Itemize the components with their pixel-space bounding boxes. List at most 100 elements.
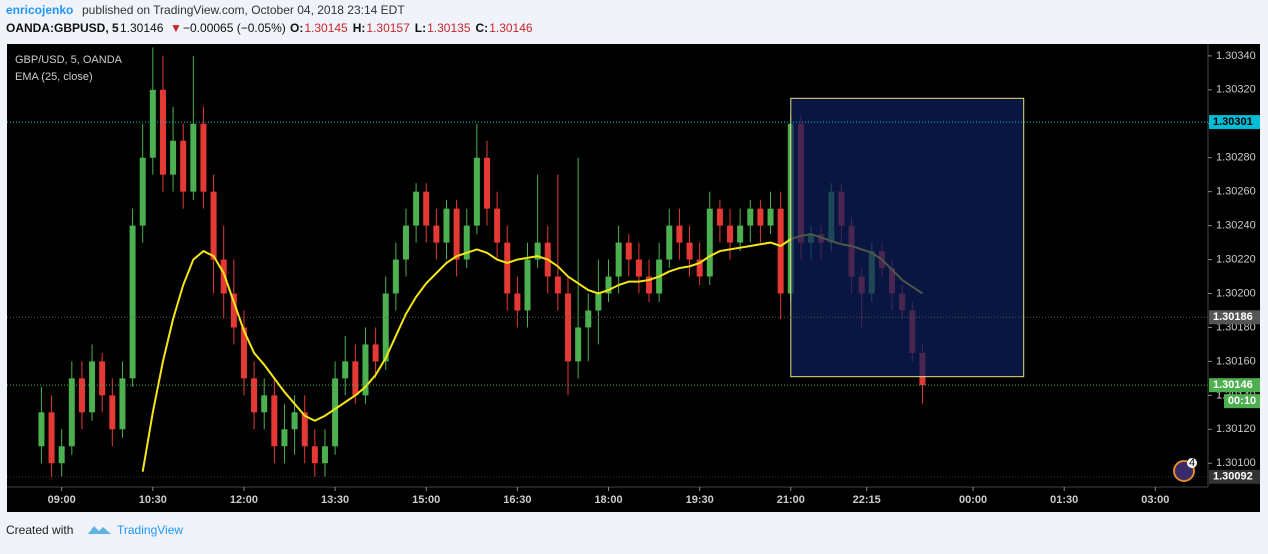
- candle-body: [281, 429, 288, 447]
- candle-body: [332, 378, 339, 447]
- x-tick-label: 12:00: [230, 494, 258, 506]
- price-label-bg: [1209, 115, 1260, 130]
- candle-body: [696, 259, 703, 277]
- ohlc: O: 1.30145 H: 1.30157 L: 1.30135 C: 1.30146: [290, 21, 533, 35]
- footer-created: Created with: [6, 523, 73, 537]
- candle-body: [210, 191, 217, 260]
- chart-background: [7, 44, 1260, 512]
- candle-body: [585, 310, 592, 328]
- price-label: 1.30186: [1213, 311, 1253, 323]
- candle-body: [514, 293, 521, 311]
- y-tick-label: 1.30160: [1216, 355, 1256, 367]
- candle-body: [392, 259, 399, 294]
- candle-body: [777, 208, 784, 294]
- candle-body: [240, 327, 247, 379]
- candle-body: [747, 208, 754, 226]
- x-tick-label: 22:15: [853, 494, 881, 506]
- candle-body: [443, 208, 450, 243]
- candle-body: [301, 412, 308, 447]
- x-tick-label: 13:30: [321, 494, 349, 506]
- candle-body: [504, 242, 511, 294]
- candle-body: [382, 293, 389, 362]
- y-tick-label: 1.30280: [1216, 152, 1256, 164]
- price-label-bg: [1209, 378, 1260, 393]
- candle-body: [271, 395, 278, 447]
- price-label: 1.30301: [1213, 116, 1253, 128]
- badge: [1187, 458, 1197, 468]
- candle-body: [676, 225, 683, 243]
- candle-body: [372, 344, 379, 362]
- ohlc-value: 1.30146: [489, 21, 533, 35]
- candle-body: [534, 242, 541, 260]
- y-tick-label: 1.30260: [1216, 186, 1256, 198]
- candle-body: [757, 208, 764, 226]
- candle-body: [727, 225, 734, 243]
- change-arrow: ▼: [170, 21, 182, 35]
- candle-body: [78, 378, 85, 413]
- y-tick-label: 1.30100: [1216, 457, 1256, 469]
- candle-body: [149, 89, 156, 158]
- candle-body: [706, 208, 713, 277]
- candle-body: [109, 395, 116, 430]
- x-tick-label: 10:30: [139, 494, 167, 506]
- candle-body: [575, 327, 582, 362]
- footer-brand[interactable]: TradingView: [117, 523, 183, 537]
- candle-body: [220, 259, 227, 294]
- ohlc-label: O:: [290, 21, 303, 35]
- price-label-bg: [1209, 469, 1260, 484]
- candle-body: [89, 361, 96, 413]
- candle-body: [190, 123, 197, 192]
- last-price: 1.30146: [120, 21, 164, 35]
- ohlc-label: C:: [476, 21, 489, 35]
- candle-body: [68, 378, 75, 447]
- x-tick-label: 03:00: [1141, 494, 1169, 506]
- candle-body: [595, 293, 602, 311]
- candle-body: [554, 276, 561, 294]
- candle-body: [635, 259, 642, 277]
- legend-ema: EMA (25, close): [15, 71, 93, 83]
- ohlc-value: 1.30157: [366, 21, 410, 35]
- candle-body: [362, 344, 369, 396]
- y-tick-label: 1.30240: [1216, 220, 1256, 232]
- countdown: 00:10: [1228, 395, 1256, 407]
- candle-body: [473, 157, 480, 226]
- price-label: 1.30146: [1213, 379, 1253, 391]
- candle-body: [261, 395, 268, 413]
- published: published on TradingView.com, October 04…: [82, 3, 405, 17]
- candle-body: [666, 225, 673, 260]
- candle-body: [129, 225, 136, 379]
- candle-body: [342, 361, 349, 379]
- candle-body: [413, 191, 420, 226]
- x-tick-label: 00:00: [959, 494, 987, 506]
- candle-body: [483, 157, 490, 209]
- x-tick-label: 01:30: [1050, 494, 1078, 506]
- candle-body: [463, 225, 470, 260]
- x-tick-label: 18:00: [594, 494, 622, 506]
- candle-body: [686, 242, 693, 260]
- price-label-bg: [1209, 310, 1260, 325]
- candle-body: [170, 140, 177, 175]
- price-label: 1.30092: [1213, 471, 1253, 483]
- candle-body: [402, 225, 409, 260]
- legend-symbol: GBP/USD, 5, OANDA: [15, 54, 123, 66]
- candle-body: [605, 276, 612, 294]
- candle-body: [767, 208, 774, 226]
- candle-body: [423, 191, 430, 226]
- x-tick-label: 19:30: [686, 494, 714, 506]
- y-tick-label: 1.30180: [1216, 321, 1256, 333]
- y-tick-label: 1.30220: [1216, 253, 1256, 265]
- candle-body: [48, 412, 55, 464]
- candle-body: [524, 259, 531, 311]
- candle-body: [716, 208, 723, 226]
- candle-body: [38, 412, 45, 447]
- candle-body: [200, 123, 207, 192]
- candle-body: [139, 157, 146, 226]
- candle-body: [230, 293, 237, 328]
- symbol: OANDA:GBPUSD, 5: [6, 21, 119, 35]
- candle-body: [321, 446, 328, 464]
- x-tick-label: 15:00: [412, 494, 440, 506]
- candle-body: [494, 208, 501, 243]
- candle-body: [625, 242, 632, 260]
- ohlc-value: 1.30135: [427, 21, 471, 35]
- author[interactable]: enricojenko: [6, 3, 73, 17]
